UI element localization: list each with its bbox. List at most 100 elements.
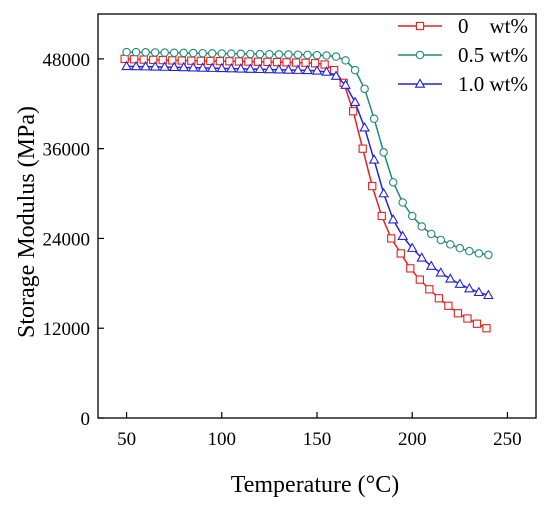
data-point [246, 49, 255, 59]
y-tick-label: 12000 [43, 319, 91, 340]
data-point [349, 96, 361, 107]
data-point [414, 78, 426, 88]
data-point [130, 60, 142, 71]
data-point [484, 250, 493, 260]
data-point [473, 286, 485, 297]
legend-entry-1: 0.5 wt% [398, 43, 528, 67]
data-point [465, 246, 474, 256]
data-point [121, 60, 132, 71]
data-point [483, 289, 494, 300]
x-tick-label: 50 [117, 429, 136, 450]
data-point [396, 249, 405, 258]
data-point [444, 273, 456, 283]
data-point [320, 60, 329, 69]
data-point [265, 50, 274, 59]
data-point [387, 234, 396, 243]
data-point [244, 57, 253, 66]
data-point [455, 243, 465, 253]
data-point [416, 252, 428, 262]
data-point [253, 57, 263, 66]
x-axis-title: Temperature (°C) [231, 472, 400, 498]
data-point [169, 48, 179, 58]
data-point [397, 230, 409, 240]
data-point [407, 211, 417, 221]
data-point [141, 48, 150, 57]
data-point [150, 48, 160, 57]
data-point [321, 66, 332, 76]
data-point [177, 56, 186, 65]
data-point [329, 65, 339, 75]
data-point [311, 65, 323, 75]
data-point [234, 57, 244, 66]
data-point [206, 62, 218, 72]
data-point [179, 48, 188, 58]
data-point [310, 59, 320, 68]
x-tick-label: 200 [398, 429, 427, 450]
data-point [236, 49, 246, 59]
series-line [126, 65, 489, 297]
data-point [406, 264, 415, 273]
x-tick-label: 100 [208, 429, 237, 450]
data-point [208, 49, 217, 58]
legend: 0 wt% 0.5 wt% 1.0 wt% [398, 14, 528, 96]
data-point [425, 285, 434, 294]
data-point [291, 58, 301, 67]
data-point [358, 144, 367, 153]
data-point [415, 275, 424, 284]
data-point [292, 64, 304, 74]
data-point [406, 242, 418, 252]
data-point [130, 55, 139, 64]
data-point [282, 58, 291, 67]
data-point [331, 52, 341, 61]
series-1 [122, 47, 493, 260]
data-point [340, 79, 351, 89]
data-point [272, 57, 282, 67]
data-point [453, 309, 463, 318]
legend-label: 0 wt% [458, 14, 528, 38]
data-point [159, 61, 170, 71]
data-point [434, 294, 444, 303]
data-point [379, 148, 388, 157]
data-point [178, 61, 190, 72]
data-point [369, 114, 379, 123]
data-point [158, 55, 167, 65]
data-point [388, 178, 398, 187]
data-point [446, 240, 455, 249]
data-point [312, 50, 322, 60]
y-axis-title: Storage Modulus (MPa) [14, 106, 40, 338]
data-point [140, 60, 151, 71]
data-point [417, 222, 426, 231]
data-point [255, 49, 265, 59]
data-point [359, 121, 370, 132]
data-point [415, 21, 425, 31]
y-tick-label: 36000 [43, 140, 91, 161]
data-point [482, 324, 491, 333]
data-point [120, 54, 129, 64]
data-point [387, 214, 399, 224]
data-point [187, 61, 199, 72]
data-point [322, 51, 331, 60]
data-point [196, 56, 205, 65]
data-point [368, 154, 380, 164]
data-point [131, 47, 141, 57]
data-point [349, 107, 358, 116]
data-point [235, 63, 247, 73]
data-point [293, 50, 303, 59]
y-tick-label: 48000 [43, 50, 91, 71]
data-point [464, 282, 475, 293]
y-tick-label: 24000 [43, 229, 91, 250]
data-point [216, 62, 228, 73]
data-point [378, 187, 389, 198]
data-point [225, 62, 237, 73]
data-point [301, 58, 310, 67]
data-point [198, 48, 207, 58]
data-point [160, 48, 169, 57]
data-point [254, 63, 266, 74]
data-point [122, 47, 131, 57]
series-0 [120, 54, 491, 333]
legend-entry-0: 0 wt% [398, 14, 528, 38]
data-point [341, 56, 350, 65]
data-point [435, 267, 447, 277]
x-tick-label: 150 [303, 429, 332, 450]
